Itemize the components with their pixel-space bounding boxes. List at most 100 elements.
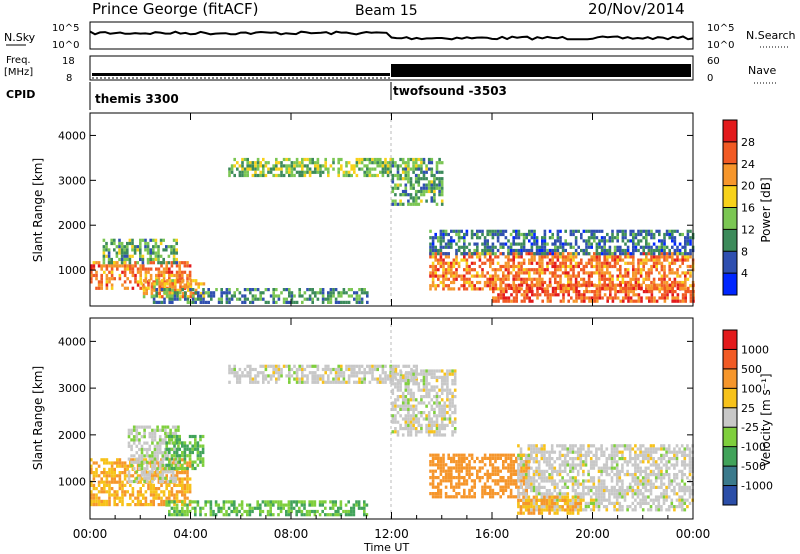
echo-cell bbox=[123, 490, 127, 494]
echo-cell bbox=[512, 453, 515, 457]
echo-cell bbox=[414, 420, 418, 424]
echo-cell bbox=[489, 245, 492, 249]
echo-cell bbox=[603, 252, 606, 256]
echo-cell bbox=[404, 375, 408, 379]
echo-cell bbox=[453, 430, 457, 434]
echo-cell bbox=[553, 460, 557, 464]
echo-cell bbox=[595, 229, 599, 233]
echo-cell bbox=[481, 287, 484, 291]
echo-cell bbox=[136, 490, 140, 494]
echo-cell bbox=[433, 177, 436, 181]
echo-cell bbox=[650, 284, 653, 288]
echo-cell bbox=[548, 258, 552, 262]
echo-cell bbox=[483, 472, 487, 476]
echo-cell bbox=[191, 460, 194, 464]
echo-cell bbox=[528, 232, 531, 237]
echo-cell bbox=[147, 267, 150, 271]
echo-cell bbox=[121, 283, 124, 287]
echo-cell bbox=[470, 280, 474, 285]
echo-cell bbox=[105, 241, 108, 246]
echo-cell bbox=[430, 423, 434, 427]
echo-cell bbox=[452, 277, 456, 281]
echo-cell bbox=[269, 167, 273, 171]
echo-cell bbox=[414, 164, 418, 168]
echo-cell bbox=[619, 290, 622, 294]
echo-cell bbox=[178, 447, 181, 451]
echo-cell bbox=[541, 299, 544, 303]
echo-cell bbox=[422, 183, 426, 187]
echo-cell bbox=[259, 161, 262, 165]
echo-cell bbox=[531, 293, 534, 297]
echo-cell bbox=[577, 264, 580, 269]
echo-cell bbox=[254, 377, 257, 381]
echo-cell bbox=[329, 371, 333, 375]
echo-cell bbox=[118, 464, 122, 468]
echo-cell bbox=[468, 495, 471, 499]
echo-cell bbox=[429, 453, 432, 457]
echo-cell bbox=[196, 463, 200, 467]
echo-cell bbox=[316, 161, 320, 165]
echo-cell bbox=[446, 391, 449, 395]
echo-cell bbox=[404, 388, 408, 392]
echo-cell bbox=[431, 492, 435, 496]
echo-cell bbox=[269, 364, 273, 368]
echo-cell bbox=[580, 268, 583, 272]
echo-cell bbox=[158, 428, 162, 432]
echo-cell bbox=[532, 460, 536, 464]
echo-cell bbox=[642, 280, 645, 285]
echo-cell bbox=[129, 503, 132, 507]
echo-cell bbox=[444, 492, 448, 496]
echo-cell bbox=[110, 487, 114, 491]
echo-cell bbox=[517, 485, 521, 489]
echo-cell bbox=[209, 500, 213, 504]
echo-cell bbox=[407, 433, 410, 437]
echo-cell bbox=[554, 245, 557, 249]
echo-cell bbox=[673, 229, 677, 233]
echo-cell bbox=[238, 170, 242, 174]
echo-cell bbox=[668, 290, 672, 294]
echo-cell bbox=[489, 258, 492, 262]
echo-cell bbox=[509, 472, 513, 476]
echo-cell bbox=[332, 167, 335, 171]
echo-cell bbox=[357, 503, 361, 507]
echo-cell bbox=[444, 242, 448, 246]
echo-cell bbox=[582, 489, 585, 493]
echo-cell bbox=[593, 299, 596, 303]
echo-cell bbox=[533, 268, 536, 272]
echo-cell bbox=[576, 479, 580, 483]
echo-cell bbox=[311, 509, 314, 514]
echo-cell bbox=[457, 469, 461, 473]
echo-cell bbox=[194, 291, 197, 295]
echo-cell bbox=[427, 382, 431, 386]
echo-cell bbox=[600, 261, 604, 265]
echo-cell bbox=[645, 261, 648, 265]
echo-cell bbox=[327, 167, 330, 171]
echo-cell bbox=[90, 467, 93, 471]
echo-cell bbox=[647, 277, 651, 281]
echo-cell bbox=[407, 391, 410, 395]
echo-cell bbox=[157, 251, 160, 255]
echo-cell bbox=[494, 460, 497, 464]
echo-cell bbox=[158, 282, 161, 286]
echo-cell bbox=[483, 239, 487, 243]
echo-cell bbox=[497, 299, 500, 303]
echo-cell bbox=[433, 411, 436, 415]
echo-cell bbox=[139, 480, 142, 484]
echo-cell bbox=[519, 473, 523, 477]
echo-cell bbox=[533, 239, 536, 243]
echo-cell bbox=[350, 506, 353, 510]
echo-cell bbox=[407, 164, 410, 168]
echo-cell bbox=[262, 164, 265, 168]
echo-cell bbox=[126, 241, 129, 246]
echo-cell bbox=[548, 271, 552, 275]
echo-cell bbox=[431, 271, 435, 275]
echo-cell bbox=[189, 288, 192, 292]
echo-cell bbox=[593, 264, 596, 269]
echo-cell bbox=[457, 261, 461, 265]
echo-cell bbox=[434, 485, 437, 489]
echo-cell bbox=[430, 372, 434, 376]
echo-cell bbox=[414, 193, 418, 197]
echo-cell bbox=[652, 236, 656, 240]
echo-cell bbox=[332, 157, 335, 162]
